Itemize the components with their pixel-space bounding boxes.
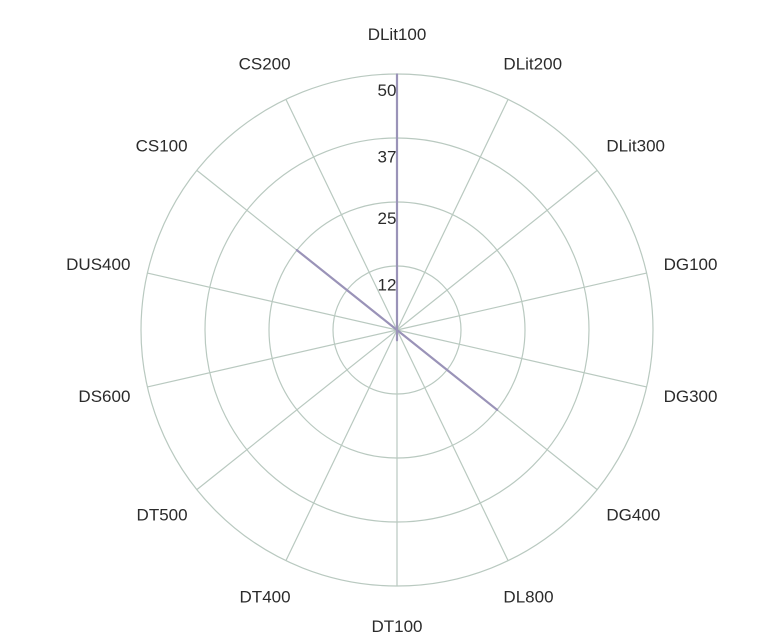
category-label-ds600: DS600 [78,387,130,406]
grid-spoke-cs200 [285,99,398,331]
series [295,73,499,411]
grid-spoke-ds600 [147,329,398,388]
category-label-dlit200: DLit200 [503,54,562,73]
category-label-dt500: DT500 [137,506,188,525]
data-point-dt100 [396,339,398,342]
category-label-dg100: DG100 [664,255,718,274]
tick-label-25: 25 [378,209,397,228]
tick-label-37: 37 [378,148,397,167]
category-label-dg400: DG400 [606,506,660,525]
grid-spoke-dl800 [396,329,509,561]
data-point-cs200 [396,329,398,331]
category-label-dus400: DUS400 [66,255,130,274]
category-label-dl800: DL800 [503,588,553,607]
category-label-dlit100: DLit100 [368,25,427,44]
category-label-dlit300: DLit300 [606,136,665,155]
data-point-dlit100 [396,73,398,75]
category-label-dt100: DT100 [371,617,422,636]
grid-spoke-dlit300 [396,169,598,331]
tick-labels: 12 25 37 50 [378,81,397,295]
category-labels: DLit100 DLit200 DLit300 DG100 DG300 DG400 DL80… [66,25,717,636]
data-point-dg400 [496,409,498,411]
grid-spoke-dt500 [196,329,398,491]
tick-label-50: 50 [378,81,397,100]
grid-spoke-dg300 [396,329,647,388]
tick-label-12: 12 [378,276,397,295]
grid-spoke-dlit200 [396,99,509,331]
category-label-cs200: CS200 [239,54,291,73]
category-label-dt400: DT400 [240,588,291,607]
category-label-dg300: DG300 [664,387,718,406]
grid-spoke-dg100 [396,272,647,331]
grid-spoke-dus400 [147,272,398,331]
category-label-cs100: CS100 [136,136,188,155]
data-point-cs100 [296,249,298,251]
grid-spoke-dt400 [285,329,398,561]
